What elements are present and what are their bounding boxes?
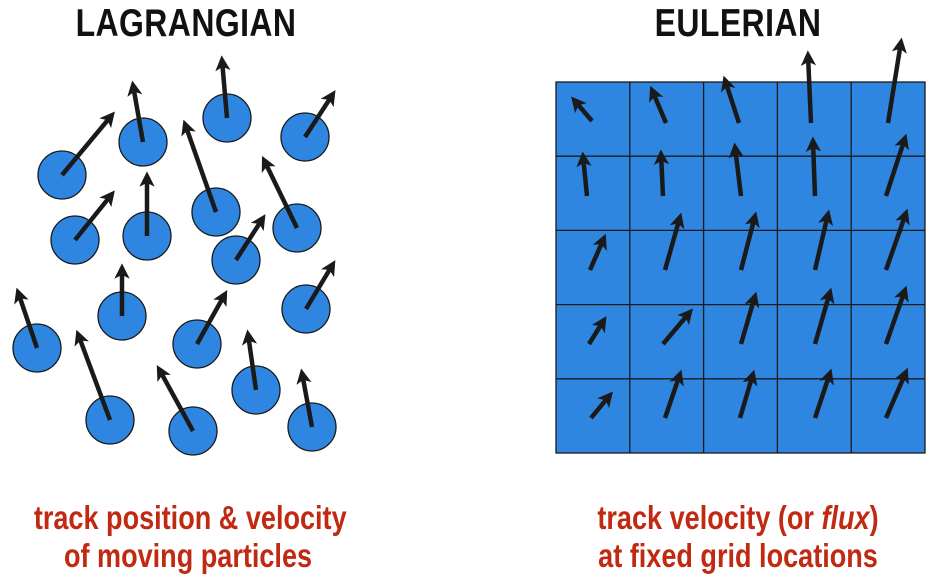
grid-velocity-arrow-r5-c4: [812, 368, 834, 419]
particle-velocity-arrow-7: [181, 119, 219, 213]
particle-velocity-arrow-3: [215, 55, 231, 119]
grid-velocity-arrow-r3-c5: [883, 208, 910, 271]
grid-velocity-arrow-r5-c5: [883, 367, 909, 419]
grid-velocity-arrow-r2-c4: [805, 136, 822, 197]
grid-velocity-arrow-r2-c3: [728, 142, 744, 197]
grid-velocity-arrow-r4-c5: [883, 285, 909, 345]
grid-velocity-arrow-r1-c2: [649, 85, 669, 124]
eulerian-title: EULERIAN: [654, 2, 822, 45]
eulerian-caption-flux: flux: [821, 499, 870, 536]
lagrangian-caption-line2: of moving particles: [63, 537, 313, 574]
eulerian-caption-line2: at fixed grid locations: [598, 537, 878, 574]
particle-velocity-arrow-11: [14, 287, 40, 349]
grid-velocity-arrow-r4-c1: [587, 316, 607, 346]
eulerian-grid: [555, 37, 926, 454]
grid-velocity-arrow-r3-c3: [738, 211, 760, 271]
eulerian-caption-prefix: track velocity (or: [597, 499, 822, 536]
grid-velocity-arrow-r4-c4: [812, 287, 835, 345]
grid-velocity-arrow-r1-c1: [571, 96, 594, 123]
grid-velocity-arrow-r1-c4: [800, 50, 817, 124]
particle-velocity-arrow-14: [74, 329, 113, 421]
particle-velocity-arrow-13: [195, 289, 228, 346]
lagrangian-particles: [12, 55, 337, 456]
particle-velocity-arrow-5: [73, 190, 115, 242]
grid-velocity-arrow-r3-c1: [587, 233, 607, 271]
particle-velocity-arrow-8: [261, 155, 300, 229]
particle-velocity-arrow-9: [234, 214, 266, 262]
eulerian-caption-suffix: ): [869, 499, 879, 536]
grid-velocity-arrow-r4-c2: [661, 308, 693, 346]
grid-velocity-arrow-r5-c2: [662, 369, 684, 419]
particle-velocity-arrow-17: [296, 368, 315, 428]
lagrangian-caption-line1: track position & velocity: [33, 499, 347, 536]
grid-velocity-arrow-r5-c3: [737, 369, 758, 419]
grid-velocity-arrow-r2-c2: [653, 149, 670, 197]
grid-velocity-arrow-r1-c3: [721, 75, 742, 124]
particle-velocity-arrow-2: [127, 80, 146, 143]
grid-velocity-arrow-r1-c5: [885, 37, 907, 124]
lagrangian-caption: track position & velocity of moving part…: [33, 499, 347, 575]
grid-velocity-arrow-r2-c5: [883, 133, 909, 197]
grid-velocity-arrow-r4-c3: [738, 291, 760, 345]
particle-velocity-arrow-1: [60, 111, 115, 177]
eulerian-caption-line1: track velocity (or flux): [580, 499, 897, 537]
lagrangian-title: LAGRANGIAN: [75, 2, 297, 45]
grid-velocity-arrow-r2-c1: [576, 151, 592, 197]
eulerian-caption: track velocity (or flux) at fixed grid l…: [580, 499, 897, 575]
particle-velocity-arrow-16: [241, 329, 259, 391]
particle-velocity-arrow-10: [304, 260, 336, 311]
particle-velocity-arrow-4: [303, 90, 336, 139]
grid-velocity-arrow-r5-c1: [589, 391, 613, 420]
grid-velocity-arrow-r3-c4: [812, 209, 834, 271]
grid-velocity-arrow-r3-c2: [662, 212, 685, 271]
particle-velocity-arrow-15: [156, 364, 195, 433]
